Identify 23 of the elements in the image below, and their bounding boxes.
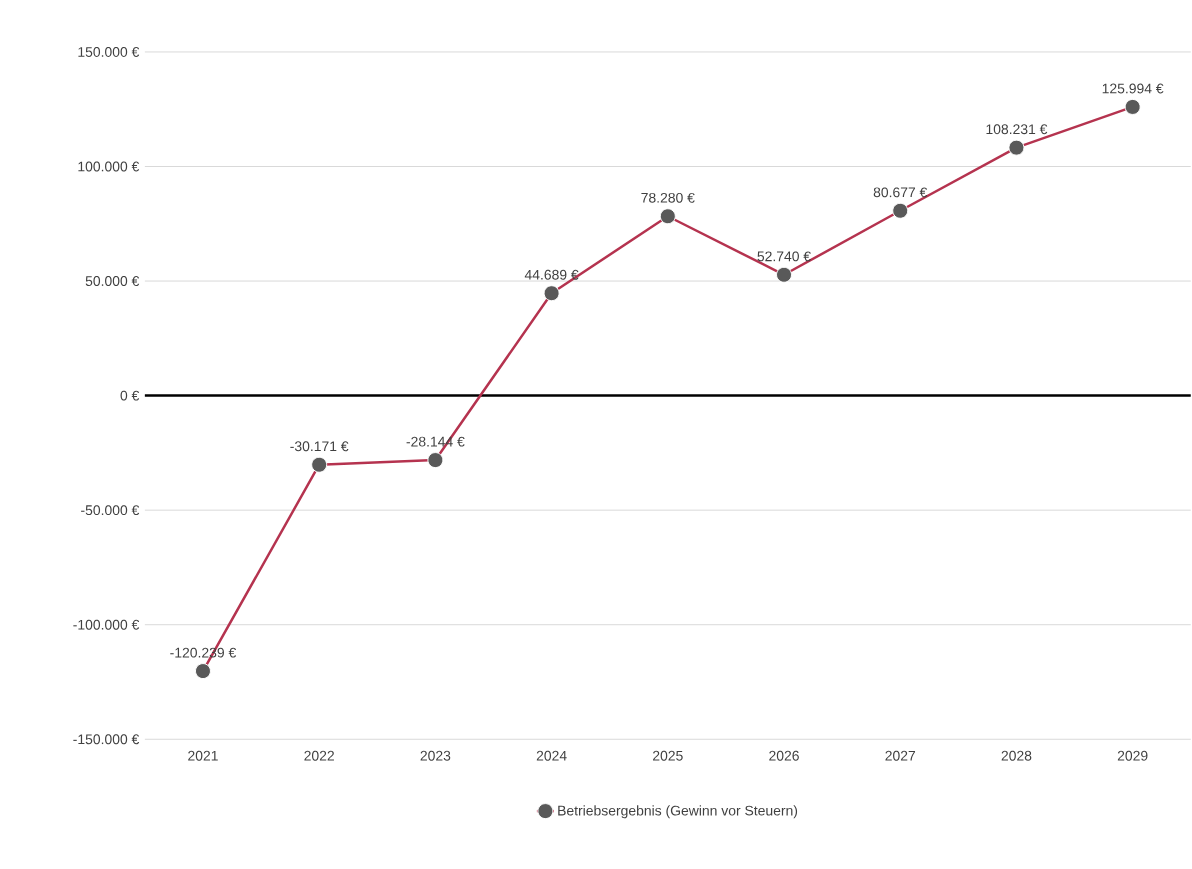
- y-tick-label: 150.000 €: [78, 46, 140, 57]
- x-tick-label: 2026: [769, 750, 799, 761]
- x-tick-label: 2022: [304, 750, 334, 761]
- x-tick-label: 2023: [420, 750, 451, 761]
- legend-label: Betriebsergebnis (Gewinn vor Steuern): [558, 805, 798, 819]
- x-tick-label: 2024: [536, 750, 567, 761]
- data-label: 78.280 €: [641, 192, 695, 203]
- y-tick-label: 100.000 €: [78, 161, 140, 172]
- x-tick-label: 2025: [653, 750, 683, 761]
- data-label: 52.740 €: [757, 251, 811, 262]
- x-tick-label: 2021: [188, 750, 218, 761]
- data-label: 80.677 €: [873, 187, 928, 198]
- y-tick-label: -100.000 €: [73, 619, 140, 630]
- y-tick-label: -50.000 €: [81, 505, 140, 516]
- data-label: 125.994 €: [1102, 83, 1164, 94]
- x-tick-label: 2029: [1117, 750, 1148, 761]
- x-tick-label: 2027: [885, 750, 916, 761]
- y-tick-label: 0 €: [120, 390, 140, 401]
- y-tick-label: -150.000 €: [73, 734, 140, 745]
- x-tick-label: 2028: [1001, 750, 1032, 761]
- y-tick-label: 50.000 €: [85, 276, 140, 286]
- data-label: 108.231 €: [986, 124, 1048, 135]
- data-label: -30.171 €: [290, 441, 349, 452]
